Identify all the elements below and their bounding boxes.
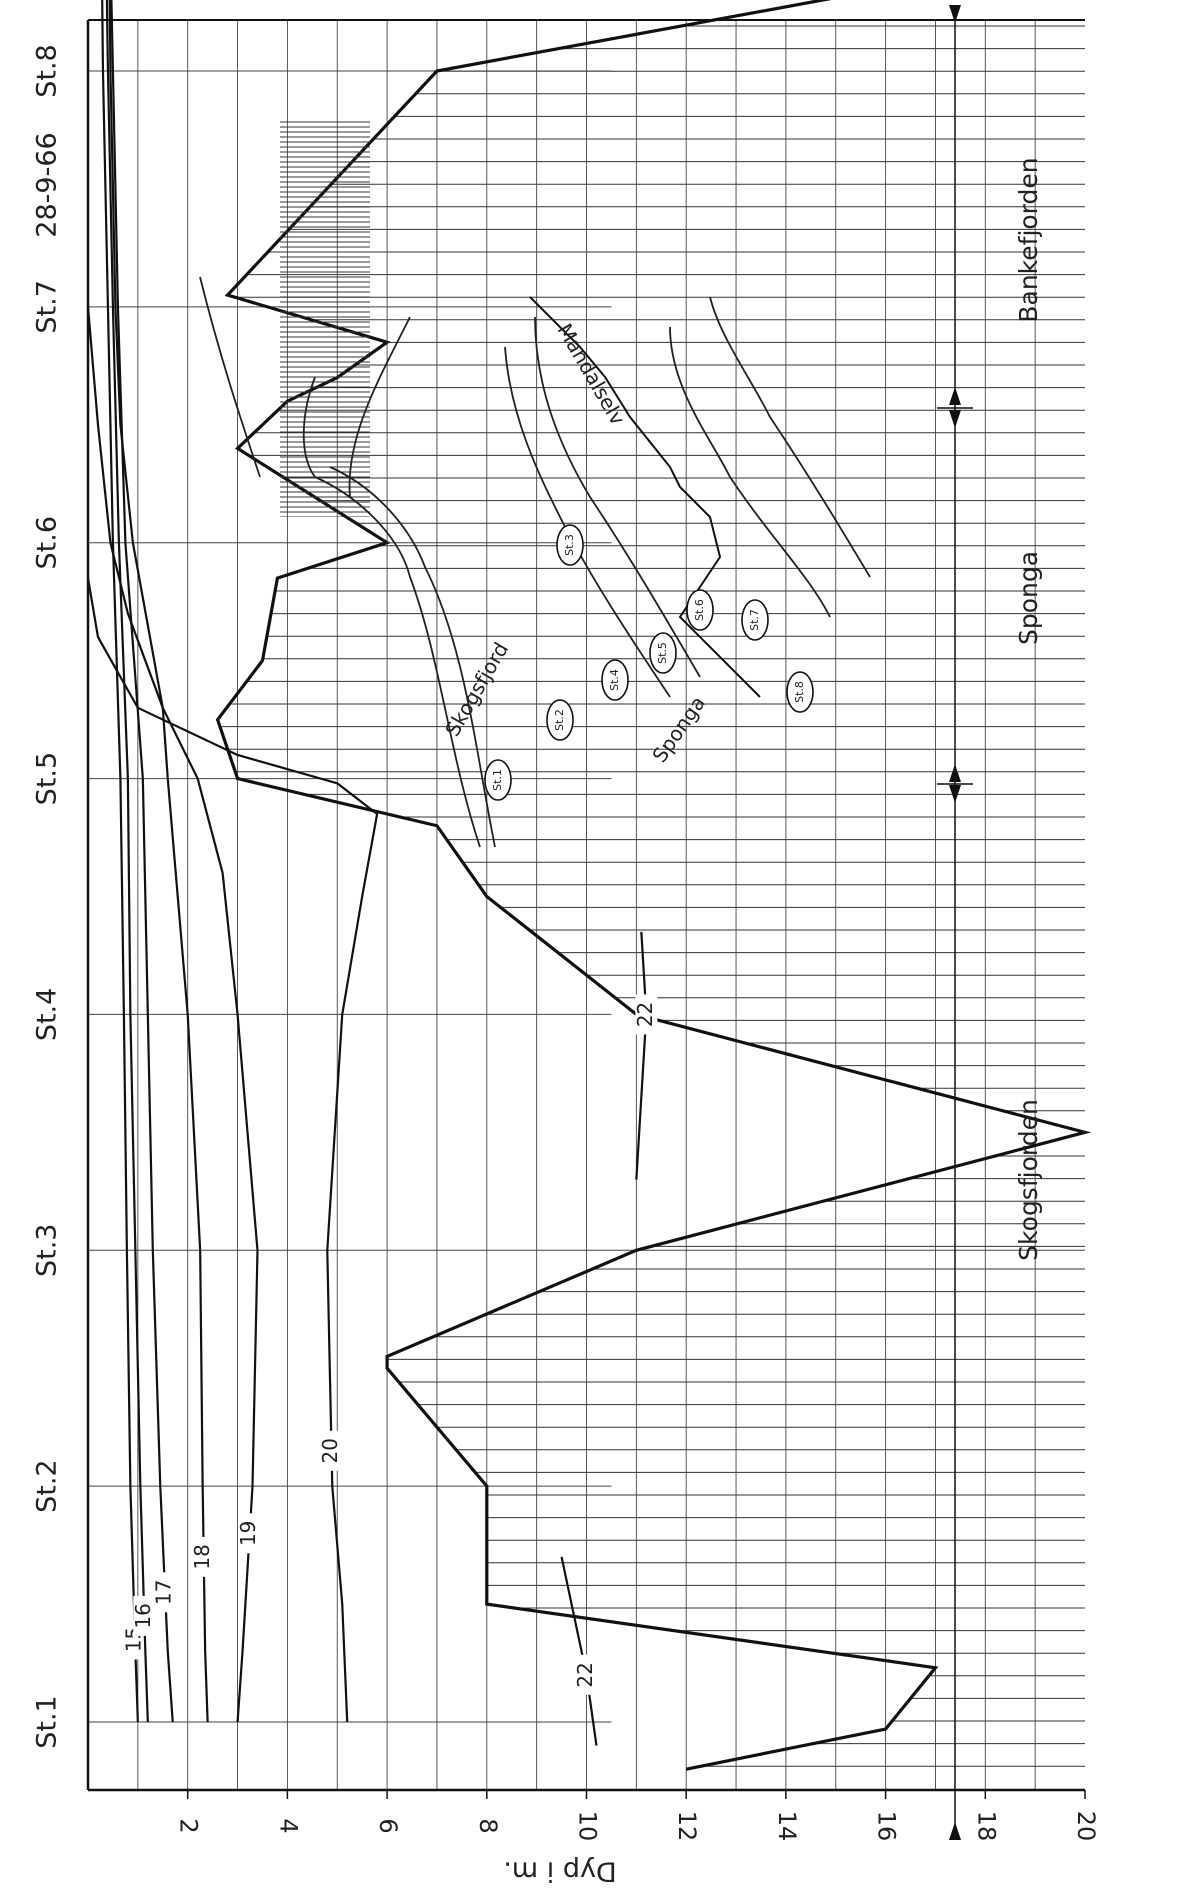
- map-station-marker: [546, 699, 574, 741]
- depth-tick-label: 14: [773, 1811, 801, 1842]
- isohaline-label: 17: [152, 1580, 176, 1605]
- map-shoreline: [329, 466, 496, 848]
- region-arrowhead: [949, 387, 961, 405]
- depth-axis-label: Dyp i m.: [503, 1856, 616, 1887]
- map-station-label: St.6: [693, 599, 706, 621]
- isohaline-label-bg: [238, 1513, 261, 1554]
- map-station-marker: [601, 659, 629, 701]
- station-label: St.3: [32, 1224, 63, 1278]
- depth-tick-label: 10: [574, 1811, 602, 1842]
- station-label: St.2: [32, 1459, 63, 1513]
- depth-tick-label: 6: [374, 1818, 402, 1833]
- isohaline-label-bg: [154, 1572, 177, 1613]
- map-station-label: St.3: [563, 534, 576, 556]
- bottom-profile: [215, 0, 1092, 1771]
- depth-tick-label: 8: [474, 1818, 502, 1833]
- region-arrowhead: [949, 785, 961, 803]
- map-station-label: St.4: [608, 669, 621, 691]
- station-label: St.6: [32, 516, 63, 570]
- inset-map: [199, 121, 871, 848]
- map-shoreline: [534, 316, 701, 678]
- isohaline-15: [101, 0, 139, 1723]
- map-station-marker: [556, 524, 584, 566]
- region-label: Bankefjorden: [1014, 157, 1043, 322]
- map-station-marker: [786, 671, 814, 713]
- region-arrowhead: [949, 1822, 961, 1840]
- isohaline-label-bg: [192, 1536, 215, 1577]
- depth-tick-label: 20: [1072, 1811, 1100, 1842]
- region-label: Skogsfjorden: [1014, 1099, 1043, 1261]
- station-label: St.7: [32, 280, 63, 334]
- map-shoreline: [669, 326, 831, 618]
- depth-tick-label: 12: [673, 1811, 701, 1842]
- isohaline-label-bg: [575, 1654, 598, 1695]
- map-label-sponga: Sponga: [647, 691, 710, 766]
- map-label-skogsfjord: Skogsfjord: [440, 638, 513, 740]
- map-shoreline: [302, 376, 481, 848]
- isohaline-label: 22: [573, 1662, 597, 1687]
- map-shoreline: [504, 346, 671, 698]
- isohaline-22: [635, 931, 648, 1180]
- depth-tick-label: 16: [873, 1811, 901, 1842]
- isohaline-label-bg: [635, 994, 658, 1035]
- map-station-label: St.8: [793, 681, 806, 703]
- depth-tick-label: 4: [274, 1818, 302, 1833]
- map-station-marker: [484, 759, 512, 801]
- isohaline-label: 18: [190, 1544, 214, 1569]
- isohaline-17: [110, 0, 174, 1723]
- isohaline-20: [86, 577, 379, 1723]
- region-label: Sponga: [1014, 551, 1043, 645]
- depth-tick-label: 18: [972, 1811, 1000, 1842]
- map-shoreline: [709, 296, 871, 578]
- map-station-label: St.7: [748, 609, 761, 631]
- station-label: St.1: [32, 1695, 63, 1749]
- region-arrowhead: [949, 764, 961, 782]
- map-station-marker: [741, 599, 769, 641]
- isohaline-label: 20: [318, 1438, 342, 1463]
- isohaline-16: [105, 0, 149, 1723]
- depth-tick-label: 2: [175, 1818, 203, 1833]
- map-station-label: St.5: [656, 642, 669, 664]
- map-station-track: [529, 296, 761, 698]
- map-shoreline: [199, 276, 261, 478]
- region-arrowhead: [949, 410, 961, 428]
- station-label: St.8: [32, 44, 63, 98]
- isohaline-label-bg: [133, 1595, 156, 1636]
- map-station-label: St.1: [491, 769, 504, 791]
- map-station-marker: [686, 589, 714, 631]
- isohaline-label: 19: [236, 1521, 260, 1546]
- isohaline-label: 16: [131, 1603, 155, 1628]
- date-label: 28-9-66: [32, 132, 63, 237]
- isohaline-label-bg: [320, 1430, 343, 1471]
- map-station-label: St.2: [553, 709, 566, 731]
- station-label: St.4: [32, 988, 63, 1042]
- map-station-marker: [649, 632, 677, 674]
- isohaline-label: 22: [633, 1002, 657, 1027]
- map-label-mandalselv: Mandalselv: [553, 319, 630, 429]
- region-arrowhead: [949, 5, 961, 23]
- map-shoreline: [348, 316, 411, 498]
- isohaline-18: [108, 0, 209, 1723]
- station-label: St.5: [32, 752, 63, 806]
